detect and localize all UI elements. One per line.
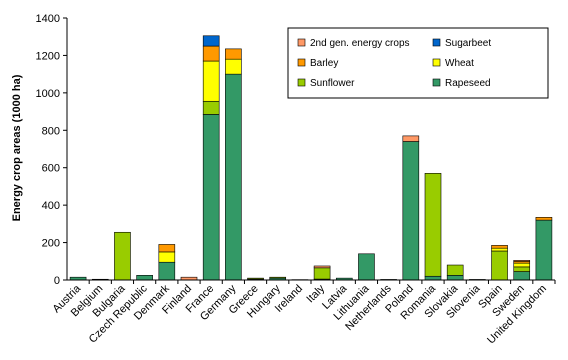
legend-label-wheat: Wheat: [445, 58, 474, 69]
bar-romania-sunflower: [424, 173, 442, 277]
bar-italy-sunflower: [313, 267, 331, 280]
bars: [69, 35, 553, 281]
bar-poland-rapeseed: [402, 141, 420, 281]
legend-swatch-wheat: [432, 58, 441, 67]
bar-spain-sunflower: [491, 250, 508, 281]
legend-label-sunflower: Sunflower: [310, 78, 355, 89]
bar-lithuania-rapeseed: [358, 253, 375, 281]
y-tick-label: 600: [42, 163, 60, 175]
legend-label-sugarbeet: Sugarbeet: [445, 38, 491, 49]
y-tick-label: 800: [42, 125, 60, 137]
bar-denmark-wheat: [158, 251, 176, 263]
legend-label-2nd-gen-energy-crops: 2nd gen. energy crops: [310, 38, 410, 49]
legend-label-barley: Barley: [310, 58, 338, 69]
y-tick-label: 400: [42, 200, 60, 212]
y-tick-label: 1000: [36, 88, 60, 100]
bar-germany-wheat: [225, 58, 242, 75]
legend-swatch-barley: [297, 58, 306, 67]
y-tick-label: 1200: [36, 50, 60, 62]
bar-denmark-barley: [158, 244, 176, 253]
bar-sweden-sunflower: [513, 266, 531, 272]
bar-sweden-2nd-gen-energy-crops: [513, 260, 531, 262]
bar-france-rapeseed: [202, 114, 220, 281]
y-tick-label: 0: [54, 275, 60, 287]
bar-united-kingdom-rapeseed: [535, 219, 553, 281]
bar-france-wheat: [202, 60, 220, 102]
bar-slovakia-rapeseed: [446, 275, 464, 281]
bar-hungary-sunflower: [269, 276, 287, 279]
legend-swatch-sunflower: [297, 78, 306, 87]
bar-sweden-rapeseed: [513, 271, 531, 281]
bar-germany-rapeseed: [225, 73, 242, 281]
y-tick-label: 200: [42, 238, 60, 250]
legend: 2nd gen. energy crops Sugarbeet Barley Whea…: [287, 27, 549, 99]
legend-box: [287, 27, 549, 99]
bar-italy-2nd-gen-energy-crops: [313, 265, 331, 269]
bar-poland-2nd-gen-energy-crops: [402, 135, 420, 142]
bar-sweden-wheat: [513, 262, 531, 268]
legend-swatch-rapeseed: [432, 78, 441, 87]
bar-romania-rapeseed: [424, 275, 442, 281]
bar-united-kingdom-barley: [535, 217, 553, 221]
bar-spain-barley: [491, 245, 508, 249]
y-axis-label: Energy crop areas (1000 ha): [11, 74, 23, 221]
legend-label-rapeseed: Rapeseed: [445, 78, 491, 89]
legend-swatch-sugarbeet: [432, 38, 441, 47]
bar-france-barley: [202, 45, 220, 62]
bar-greece-sunflower: [247, 277, 264, 280]
bar-france-sunflower: [202, 100, 220, 115]
bar-slovakia-sunflower: [446, 264, 464, 276]
bar-france-sugarbeet: [202, 35, 220, 47]
bar-bulgaria-sunflower: [114, 231, 131, 281]
y-axis: 0 200 400 600 800 1000 1200 1400: [36, 13, 68, 287]
bar-spain-wheat: [491, 247, 508, 252]
legend-swatch-2nd-gen-energy-crops: [297, 38, 306, 47]
bar-germany-barley: [225, 48, 242, 60]
bar-czech-republic-rapeseed: [136, 275, 153, 281]
y-tick-label: 1400: [36, 13, 60, 25]
bar-denmark-rapeseed: [158, 261, 176, 281]
